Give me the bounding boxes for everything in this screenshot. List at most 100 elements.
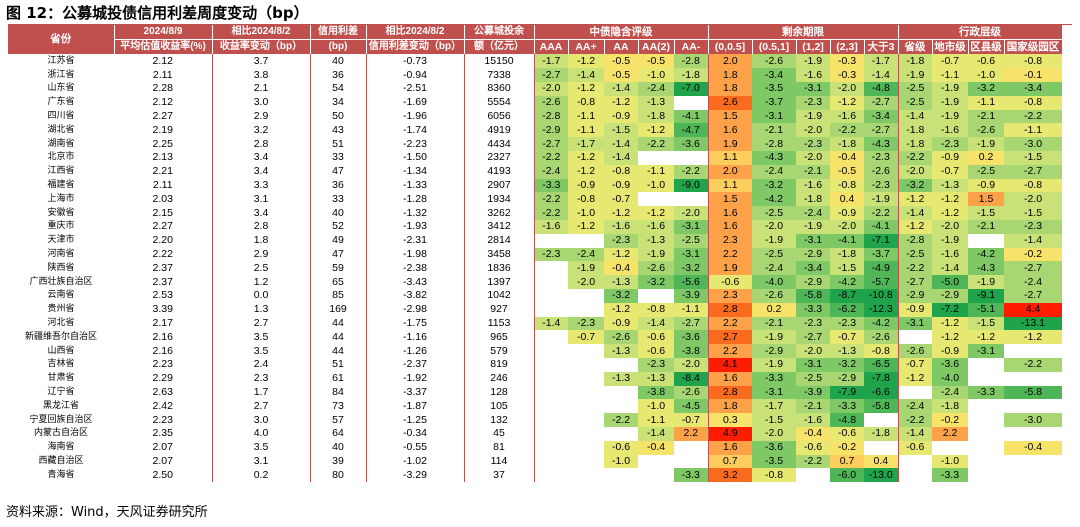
admin-cell [1004,468,1062,483]
table-row: 青海省 2.50 0.2 80 -3.29 37 -3.3 3.2 -0.8 -6.0 -13.0-… [8,468,1062,483]
rating-cell: -2.4 [638,82,674,96]
rating-cell [568,302,604,317]
spread-cell: 33 [310,192,367,207]
yield-cell: 2.63 [114,385,213,400]
header-spread-unit: (bp) [310,39,367,54]
spread-cell: 169 [310,302,367,317]
term-cell: -6.6 [864,385,899,400]
rating-cell: -1.7 [568,137,604,152]
table-row: 湖南省 2.25 2.8 51 -2.23 4434 -2.7 -1.7 -1.4 -2.2 -3.… [8,137,1062,152]
admin-cell: -2.0 [932,220,968,234]
admin-cell: -0.2 [932,413,968,428]
rating-cell: -2.7 [534,137,568,152]
term-cell: -2.1 [752,316,796,331]
term-cell: 0.4 [864,454,899,469]
term-cell: -4.8 [864,82,899,96]
rating-cell: -0.6 [638,330,674,345]
term-cell: -4.2 [752,192,796,207]
admin-cell: -3.0 [1004,413,1062,428]
term-cell: -8.7 [830,289,864,303]
admin-cell: -2.4 [898,399,932,414]
admin-cell: -1.8 [898,137,932,152]
term-cell: -4.3 [864,137,899,152]
yield-cell: 2.50 [114,468,213,483]
term-cell: -3.7 [864,247,899,262]
admin-cell [898,468,932,483]
rating-cell [568,358,604,372]
yield-change-cell: 3.0 [212,95,311,110]
admin-cell: -0.9 [932,151,968,165]
rating-cell: -2.0 [674,358,709,372]
table-row: 甘肃省 2.29 2.3 61 -1.92 246 -1.3 -1.3 -8.4 1.6 -3.3-… [8,371,1062,386]
term-cell: -2.1 [796,399,830,414]
admin-cell: -0.9 [968,178,1004,193]
term-cell: -3.1 [752,109,796,124]
admin-cell [898,385,932,400]
term-cell: 1.6 [708,206,752,221]
yield-cell: 2.53 [114,289,213,303]
rating-cell: -3.2 [604,289,638,303]
admin-cell: -0.7 [932,164,968,179]
term-cell: -0.4 [830,151,864,165]
balance-cell: 132 [464,413,535,428]
admin-cell: -1.1 [968,95,1004,110]
admin-cell: -0.4 [1004,440,1062,455]
spread-cell: 43 [310,123,367,138]
rating-cell: -1.3 [638,233,674,248]
province-cell: 新疆维吾尔自治区 [24,331,97,342]
balance-cell: 3412 [464,220,535,234]
rating-cell: -1.7 [534,54,568,69]
rating-cell: -1.6 [604,220,638,234]
rating-cell: -0.9 [604,109,638,124]
rating-cell [534,454,568,469]
yield-change-cell: 2.4 [212,358,311,372]
rating-cell [638,151,674,165]
province-cell: 甘肃省 [47,373,75,384]
rating-cell: -1.2 [568,164,604,179]
table-row: 山东省 2.28 2.1 54 -2.51 8360 -2.0 -1.2 -1.4 -2.4 -7.… [8,82,1062,96]
spread-cell: 51 [310,137,367,152]
balance-cell: 965 [464,330,535,345]
province-cell: 江苏省 [47,55,75,66]
rating-cell: -3.9 [674,289,709,303]
rating-cell: -1.3 [638,371,674,386]
term-cell: -1.7 [864,54,899,69]
province-cell: 海南省 [47,442,75,453]
yield-change-cell: 2.9 [212,109,311,124]
balance-cell: 7338 [464,68,535,83]
term-cell: 1.9 [708,137,752,152]
term-cell: 2.3 [708,233,752,248]
province-cell: 重庆市 [47,221,75,232]
rating-cell: -0.7 [674,413,709,428]
term-cell: 2.8 [708,385,752,400]
rating-cell: -3.6 [674,137,709,152]
spread-change-cell: -1.87 [366,399,465,414]
admin-cell: -0.8 [1004,178,1062,193]
balance-cell: 4919 [464,123,535,138]
province-cell: 宁夏回族自治区 [29,414,93,425]
term-cell: -4.2 [830,275,864,290]
rating-cell: -0.5 [604,54,638,69]
rating-cell: -2.0 [674,206,709,221]
term-cell: -0.6 [830,427,864,441]
balance-cell: 1153 [464,316,535,331]
admin-cell: -1.9 [932,109,968,124]
table-row: 宁夏回族自治区 2.23 3.0 57 -1.25 132 -2.2 -1.1 -0.7 0.3-… [8,413,1062,428]
term-cell: -3.6 [752,440,796,455]
admin-cell: -0.1 [1004,68,1062,83]
admin-cell: -1.4 [898,427,932,441]
spread-cell: 59 [310,261,367,276]
spread-cell: 44 [310,344,367,359]
admin-cell [968,468,1004,483]
spread-cell: 52 [310,220,367,234]
rating-cell: -2.3 [568,316,604,331]
admin-cell: -3.6 [932,358,968,372]
table-row: 重庆市 2.27 2.8 52 -1.93 3412 -1.6 -1.2 -1.6 -1.6 -3.… [8,220,1062,234]
rating-cell: -0.8 [638,302,674,317]
balance-cell: 1934 [464,192,535,207]
admin-cell: -1.2 [932,316,968,331]
rating-cell: -1.8 [674,68,709,83]
term-cell: -2.9 [796,247,830,262]
balance-cell: 5554 [464,95,535,110]
admin-cell: -5.0 [932,275,968,290]
